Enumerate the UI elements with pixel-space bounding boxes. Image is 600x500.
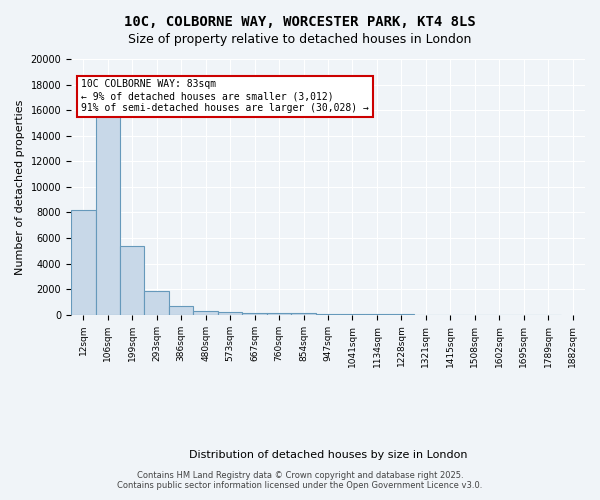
Bar <box>193 311 218 315</box>
Bar <box>218 312 242 315</box>
Bar <box>267 313 292 315</box>
Text: Size of property relative to detached houses in London: Size of property relative to detached ho… <box>128 32 472 46</box>
Bar <box>71 210 95 315</box>
X-axis label: Distribution of detached houses by size in London: Distribution of detached houses by size … <box>189 450 467 460</box>
Text: 10C, COLBORNE WAY, WORCESTER PARK, KT4 8LS: 10C, COLBORNE WAY, WORCESTER PARK, KT4 8… <box>124 15 476 29</box>
Bar <box>145 291 169 315</box>
Y-axis label: Number of detached properties: Number of detached properties <box>15 99 25 274</box>
Bar <box>242 313 267 315</box>
Bar <box>169 306 193 315</box>
Bar <box>340 314 365 315</box>
Bar <box>365 314 389 315</box>
Bar <box>316 314 340 315</box>
Text: Contains HM Land Registry data © Crown copyright and database right 2025.
Contai: Contains HM Land Registry data © Crown c… <box>118 470 482 490</box>
Text: 10C COLBORNE WAY: 83sqm
← 9% of detached houses are smaller (3,012)
91% of semi-: 10C COLBORNE WAY: 83sqm ← 9% of detached… <box>82 80 369 112</box>
Bar <box>95 104 120 315</box>
Bar <box>120 246 145 315</box>
Bar <box>292 314 316 315</box>
